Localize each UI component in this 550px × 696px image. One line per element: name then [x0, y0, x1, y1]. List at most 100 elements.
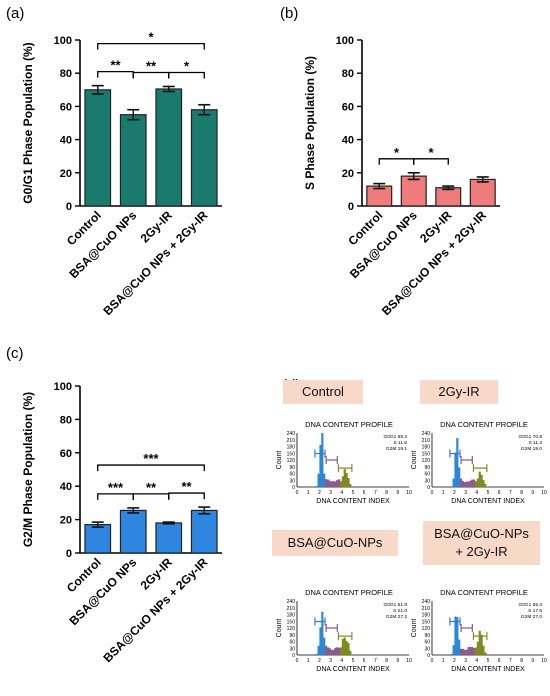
- hist-x-tick: 2: [453, 658, 456, 664]
- hist-bar: [454, 452, 457, 487]
- gate-g0g1: [314, 617, 326, 626]
- histogram-2: DNA CONTENT PROFILE030609012015018021024…: [276, 588, 412, 673]
- hist-bar: [450, 653, 453, 655]
- hist-y-tick: 90: [424, 465, 430, 471]
- hist-bar: [347, 643, 350, 655]
- hist-x-tick: 2: [318, 490, 321, 496]
- hist-stat: G0G1 69.2: [384, 434, 408, 440]
- hist-y-label: Count: [411, 451, 418, 470]
- y-tick-label: 0: [66, 548, 72, 560]
- hist-y-tick: 210: [287, 438, 296, 444]
- hist-stat: G0G1 70.8: [519, 434, 543, 440]
- hist-bar: [467, 646, 470, 655]
- significance-label: ***: [143, 451, 159, 466]
- hist-bar: [338, 647, 341, 655]
- histogram-condition-label: BSA@CuO-NPs: [272, 530, 398, 556]
- hist-x-tick: 4: [340, 658, 343, 664]
- hist-x-tick: 6: [498, 490, 501, 496]
- bar: [435, 187, 462, 207]
- category-label: BSA@CuO NPs: [67, 555, 140, 628]
- hist-y-tick: 240: [422, 599, 431, 605]
- histogram-title: DNA CONTENT PROFILE: [305, 420, 393, 429]
- hist-y-tick: 120: [287, 458, 296, 464]
- hist-y-tick: 180: [422, 445, 431, 451]
- hist-bar: [345, 473, 348, 487]
- y-tick-label: 0: [348, 201, 354, 213]
- hist-x-tick: 5: [352, 490, 355, 496]
- hist-stat: S 11.6: [393, 440, 407, 446]
- hist-stat: S 17.6: [528, 608, 542, 614]
- bar: [400, 175, 427, 207]
- hist-x-tick: 5: [487, 490, 490, 496]
- hist-y-tick: 30: [289, 646, 295, 652]
- hist-x-tick: 9: [531, 490, 534, 496]
- panel-letter: (a): [6, 5, 24, 22]
- hist-bar: [476, 478, 479, 487]
- hist-stat: G2M 18.0: [521, 446, 542, 452]
- hist-bar: [339, 647, 343, 655]
- gate-g2m: [472, 464, 488, 473]
- hist-x-tick: 10: [406, 658, 412, 664]
- hist-x-label: DNA CONTENT INDEX: [451, 666, 525, 673]
- hist-y-tick: 30: [424, 646, 430, 652]
- hist-x-tick: 1: [307, 490, 310, 496]
- gate-g0g1: [314, 449, 326, 458]
- hist-y-tick: 90: [289, 465, 295, 471]
- hist-bar: [474, 481, 478, 487]
- hist-bar: [334, 481, 337, 487]
- y-tick-label: 80: [60, 68, 72, 80]
- gate-s: [460, 624, 473, 632]
- bar: [84, 524, 112, 554]
- y-tick-label: 100: [336, 35, 354, 47]
- hist-y-label: Count: [276, 619, 283, 638]
- y-tick-label: 60: [60, 101, 72, 113]
- hist-bar: [463, 649, 466, 655]
- hist-bar: [347, 478, 350, 487]
- hist-bar: [334, 647, 337, 655]
- hist-x-tick: 4: [340, 490, 343, 496]
- hist-bar: [460, 648, 463, 655]
- hist-stat: G2M 27.2: [386, 614, 407, 620]
- hist-bar: [461, 648, 465, 655]
- gate-g2m: [337, 464, 353, 473]
- hist-stat: G0G1 51.8: [384, 602, 408, 608]
- bar: [155, 522, 183, 554]
- hist-bar: [323, 637, 326, 655]
- hist-bar: [336, 479, 339, 487]
- hist-bar: [456, 437, 459, 487]
- hist-x-tick: 6: [363, 490, 366, 496]
- histogram-0: DNA CONTENT PROFILE030609012015018021024…: [276, 420, 412, 505]
- hist-x-tick: 0: [296, 658, 299, 664]
- hist-stat: G2M 27.0: [521, 614, 542, 620]
- hist-bar: [328, 480, 331, 487]
- hist-x-tick: 9: [531, 658, 534, 664]
- hist-y-tick: 120: [422, 458, 431, 464]
- hist-bar: [336, 647, 339, 655]
- significance-label: **: [181, 479, 192, 494]
- hist-bar: [473, 647, 476, 655]
- histogram-title: DNA CONTENT PROFILE: [305, 588, 393, 597]
- hist-y-tick: 60: [424, 640, 430, 646]
- hist-x-tick: 1: [442, 658, 445, 664]
- y-tick-label: 20: [60, 515, 72, 527]
- hist-y-tick: 60: [289, 640, 295, 646]
- hist-bar: [321, 611, 324, 655]
- hist-x-tick: 7: [509, 490, 512, 496]
- hist-y-tick: 150: [422, 619, 431, 625]
- hist-bar: [471, 646, 474, 655]
- hist-bar: [458, 467, 461, 487]
- hist-x-tick: 8: [520, 490, 523, 496]
- y-tick-label: 40: [60, 481, 72, 493]
- y-tick-label: 80: [60, 414, 72, 426]
- y-tick-label: 0: [66, 201, 72, 213]
- hist-bar: [317, 473, 320, 487]
- hist-bar: [343, 637, 346, 655]
- hist-bar: [343, 469, 346, 487]
- hist-x-tick: 8: [520, 658, 523, 664]
- significance-bracket: [97, 43, 205, 50]
- significance-bracket: [413, 158, 449, 165]
- hist-x-tick: 5: [487, 658, 490, 664]
- hist-x-tick: 3: [329, 658, 332, 664]
- hist-x-tick: 10: [541, 658, 547, 664]
